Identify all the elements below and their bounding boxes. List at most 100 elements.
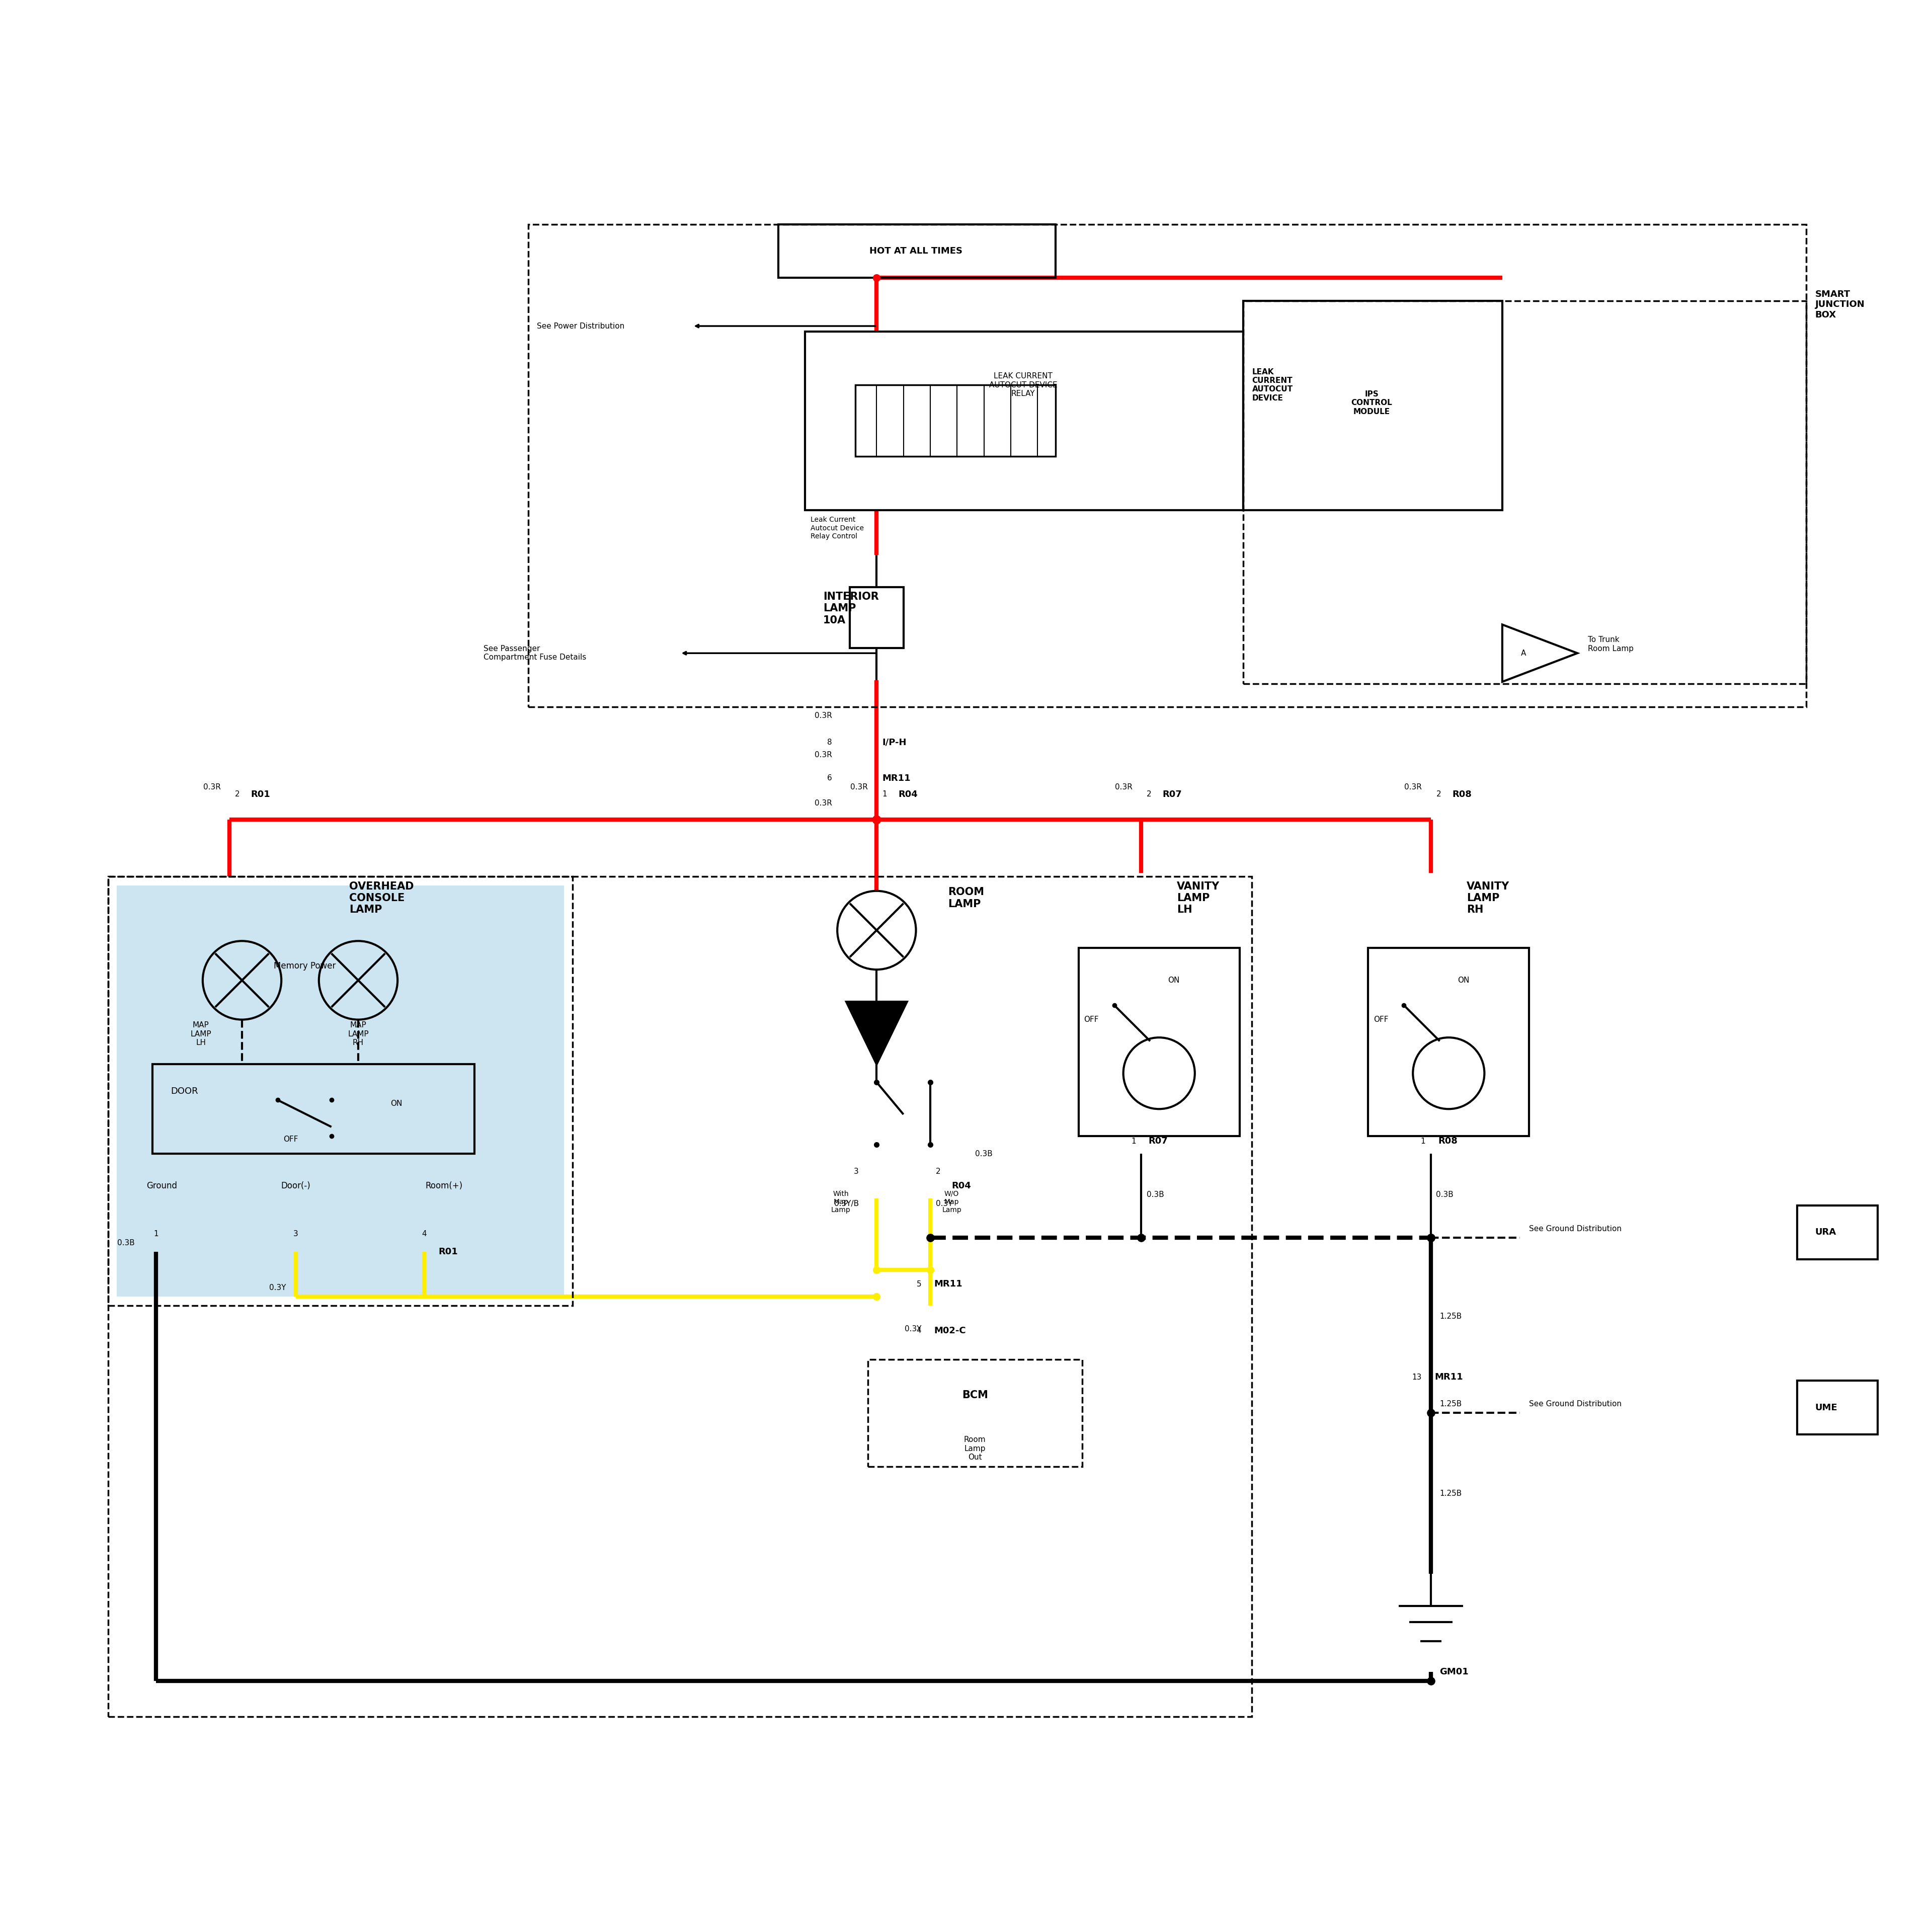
Bar [527, 224, 1806, 707]
Text: 1: 1 [1420, 1138, 1426, 1146]
Text: GM01: GM01 [1439, 1667, 1468, 1677]
Bar [850, 587, 904, 647]
Text: 2: 2 [935, 1167, 941, 1175]
Text: 4: 4 [421, 1231, 427, 1238]
Text: DOOR: DOOR [170, 1086, 197, 1095]
Text: IPS
CONTROL
MODULE: IPS CONTROL MODULE [1350, 390, 1393, 415]
Text: 0.3Y: 0.3Y [269, 1285, 286, 1291]
Text: BCM: BCM [962, 1389, 987, 1401]
Text: R07: R07 [1148, 1136, 1167, 1146]
Bar [1368, 949, 1528, 1136]
Polygon shape [846, 1003, 906, 1065]
Text: URA: URA [1814, 1229, 1835, 1236]
Text: LEAK
CURRENT
AUTOCUT
DEVICE: LEAK CURRENT AUTOCUT DEVICE [1252, 369, 1293, 402]
Text: Room
Lamp
Out: Room Lamp Out [964, 1435, 985, 1461]
Text: HOT AT ALL TIMES: HOT AT ALL TIMES [869, 247, 962, 255]
Text: 0.3R: 0.3R [815, 713, 833, 719]
Text: 0.3Y: 0.3Y [904, 1325, 922, 1333]
Text: MR11: MR11 [1434, 1372, 1463, 1381]
Text: R07: R07 [1163, 790, 1182, 800]
Bar [153, 1065, 475, 1153]
Bar [856, 384, 1055, 456]
Text: 0.3Y: 0.3Y [935, 1200, 952, 1208]
Text: 6: 6 [827, 775, 833, 782]
Text: 2: 2 [1435, 790, 1441, 798]
Text: 2: 2 [236, 790, 240, 798]
Text: 5: 5 [916, 1281, 922, 1289]
Text: 0.3R: 0.3R [203, 784, 220, 790]
Text: 0.3B: 0.3B [1146, 1190, 1165, 1198]
Text: 1.25B: 1.25B [1439, 1312, 1463, 1320]
Text: LEAK CURRENT
AUTOCUT DEVICE
RELAY: LEAK CURRENT AUTOCUT DEVICE RELAY [989, 373, 1057, 398]
Bar [1797, 1206, 1878, 1260]
Text: 0.3B: 0.3B [118, 1238, 135, 1246]
Text: Room(+): Room(+) [425, 1180, 462, 1190]
Text: 0.3R: 0.3R [1405, 784, 1422, 790]
Text: 3: 3 [854, 1167, 858, 1175]
Text: MAP
LAMP
RH: MAP LAMP RH [348, 1022, 369, 1047]
Bar [1242, 301, 1806, 684]
Text: Leak Current
Autocut Device
Relay Control: Leak Current Autocut Device Relay Contro… [811, 516, 864, 539]
Text: 8: 8 [827, 738, 833, 746]
Text: 1: 1 [155, 1231, 158, 1238]
Text: 0.3R: 0.3R [815, 800, 833, 808]
Text: R08: R08 [1453, 790, 1472, 800]
Text: 0.3Y/B: 0.3Y/B [835, 1200, 858, 1208]
Text: Ground: Ground [147, 1180, 178, 1190]
Text: SMART
JUNCTION
BOX: SMART JUNCTION BOX [1814, 290, 1864, 319]
Bar [806, 332, 1242, 510]
Bar [1242, 301, 1503, 510]
Text: R04: R04 [952, 1180, 972, 1190]
Text: Memory Power: Memory Power [274, 962, 336, 970]
Text: INTERIOR
LAMP
10A: INTERIOR LAMP 10A [823, 591, 879, 626]
Bar [1797, 1381, 1878, 1434]
Text: 0.3R: 0.3R [1115, 784, 1132, 790]
Text: 2: 2 [1146, 790, 1151, 798]
Text: 0.3R: 0.3R [815, 752, 833, 759]
Text: MR11: MR11 [933, 1279, 962, 1289]
Text: 13: 13 [1412, 1374, 1422, 1381]
Text: 0.3B: 0.3B [976, 1150, 993, 1157]
Text: OFF: OFF [1084, 1016, 1099, 1024]
Text: UME: UME [1814, 1403, 1837, 1412]
Text: 1: 1 [883, 790, 887, 798]
Text: See Ground Distribution: See Ground Distribution [1528, 1401, 1621, 1408]
Text: With
Map
Lamp: With Map Lamp [831, 1190, 850, 1213]
Text: ON: ON [390, 1099, 402, 1107]
Text: 3: 3 [294, 1231, 298, 1238]
Text: W/O
Map
Lamp: W/O Map Lamp [943, 1190, 962, 1213]
Bar [779, 224, 1055, 278]
Text: R01: R01 [251, 790, 270, 800]
Text: R04: R04 [898, 790, 918, 800]
Bar [108, 877, 572, 1306]
Text: Door(-): Door(-) [280, 1180, 311, 1190]
Text: ROOM
LAMP: ROOM LAMP [949, 887, 983, 908]
Bar [1078, 949, 1240, 1136]
Text: M02-C: M02-C [933, 1325, 966, 1335]
Text: VANITY
LAMP
RH: VANITY LAMP RH [1466, 881, 1509, 914]
Text: 1.25B: 1.25B [1439, 1490, 1463, 1497]
Text: R01: R01 [439, 1248, 458, 1256]
Text: ON: ON [1457, 976, 1470, 983]
Text: 0.3B: 0.3B [1435, 1190, 1453, 1198]
Text: VANITY
LAMP
LH: VANITY LAMP LH [1177, 881, 1219, 914]
Text: 0.3R: 0.3R [850, 784, 867, 790]
Text: OVERHEAD
CONSOLE
LAMP: OVERHEAD CONSOLE LAMP [350, 881, 413, 914]
Text: I/P-H: I/P-H [883, 738, 906, 748]
Text: 4: 4 [916, 1327, 922, 1335]
Text: OFF: OFF [284, 1136, 298, 1144]
Text: 1: 1 [1130, 1138, 1136, 1146]
Bar [108, 877, 1252, 1718]
Text: 1.25B: 1.25B [1439, 1401, 1463, 1408]
Text: See Power Distribution: See Power Distribution [537, 323, 624, 330]
Text: To Trunk
Room Lamp: To Trunk Room Lamp [1588, 636, 1634, 653]
Bar [118, 885, 564, 1296]
Bar [867, 1360, 1082, 1466]
Text: See Passenger
Compartment Fuse Details: See Passenger Compartment Fuse Details [483, 645, 585, 661]
Text: See Ground Distribution: See Ground Distribution [1528, 1225, 1621, 1233]
Text: MR11: MR11 [883, 775, 910, 782]
Text: A: A [1520, 649, 1526, 657]
Text: R08: R08 [1437, 1136, 1457, 1146]
Text: OFF: OFF [1374, 1016, 1389, 1024]
Text: ON: ON [1169, 976, 1180, 983]
